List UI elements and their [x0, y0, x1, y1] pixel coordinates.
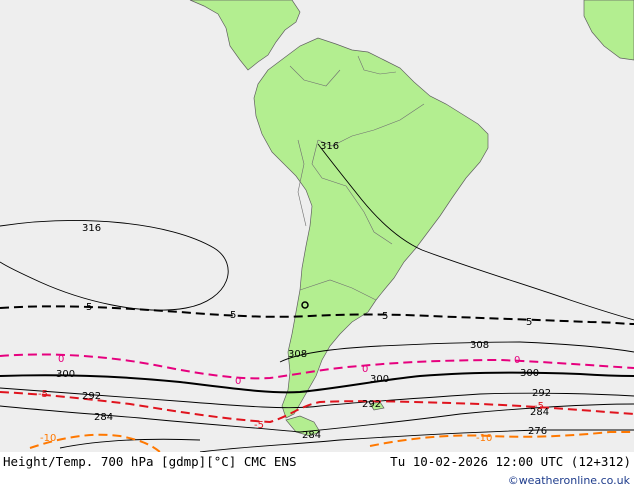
label-300-mid: 300: [370, 374, 389, 385]
label-isotherm-minus5-mid: -5: [254, 420, 264, 431]
africa-land: [583, 0, 634, 61]
label-292-mid: 292: [362, 399, 381, 410]
label-284-east: 284: [530, 407, 549, 418]
label-300-west: 300: [56, 369, 75, 380]
isotherm-0: [0, 353, 634, 380]
credit-link[interactable]: ©weatheronline.co.uk: [507, 474, 630, 487]
label-isotherm-5-far-east: 5: [526, 317, 532, 328]
central-america-land: [189, 0, 301, 71]
height-contour-300: [0, 371, 634, 394]
isotherm-minus10: [29, 433, 161, 452]
map-title: Height/Temp. 700 hPa [gdmp][°C] CMC ENS: [3, 454, 297, 469]
label-316-andes: 316: [320, 141, 339, 152]
height-contour-west-lower: [59, 438, 201, 449]
height-contour-276: [199, 429, 634, 452]
label-isotherm-0-mid: 0: [235, 376, 241, 387]
isotherm-minus10-east: [369, 430, 634, 447]
height-contour-292: [0, 387, 634, 409]
label-316-west: 316: [82, 223, 101, 234]
label-isotherm-minus10-west: -10: [40, 433, 56, 444]
label-isotherm-minus10-east: -10: [476, 433, 492, 444]
label-isotherm-0-east: 0: [362, 364, 368, 375]
isotherm-minus5: [0, 305, 634, 325]
falkland-islands-land: [369, 401, 385, 411]
country-borders: [289, 55, 425, 301]
height-contour-284: [0, 403, 634, 433]
label-300-east: 300: [520, 368, 539, 379]
label-308-west: 308: [288, 349, 307, 360]
label-308-east: 308: [470, 340, 489, 351]
label-292-east: 292: [532, 388, 551, 399]
contour-labels: 316 316 308 308 300 300 300 292 292 292 …: [38, 141, 551, 444]
label-isotherm-5-mid: 5: [230, 310, 236, 321]
height-contour-316-ring: [0, 220, 229, 311]
label-isotherm-5-west: 5: [86, 302, 92, 313]
weather-map: 316 316 308 308 300 300 300 292 292 292 …: [0, 0, 634, 452]
south-america-land: [253, 37, 489, 419]
height-contour-316-east: [317, 143, 634, 321]
label-isotherm-minus5-east: -5: [534, 401, 544, 412]
city-marker: [301, 301, 309, 309]
height-contours: [0, 143, 634, 452]
label-isotherm-0-west: 0: [58, 354, 64, 365]
label-isotherm-0-far-east: 0: [514, 355, 520, 366]
map-footer: Height/Temp. 700 hPa [gdmp][°C] CMC ENS …: [0, 452, 634, 490]
label-276-east: 276: [528, 426, 547, 437]
label-292-west: 292: [82, 391, 101, 402]
map-datetime: Tu 10-02-2026 12:00 UTC (12+312): [390, 454, 631, 469]
height-contour-308: [279, 341, 634, 363]
label-284-mid: 284: [302, 430, 321, 441]
label-284-west: 284: [94, 412, 113, 423]
label-isotherm-minus5-west: -5: [38, 389, 48, 400]
label-isotherm-5-east: 5: [382, 311, 388, 322]
